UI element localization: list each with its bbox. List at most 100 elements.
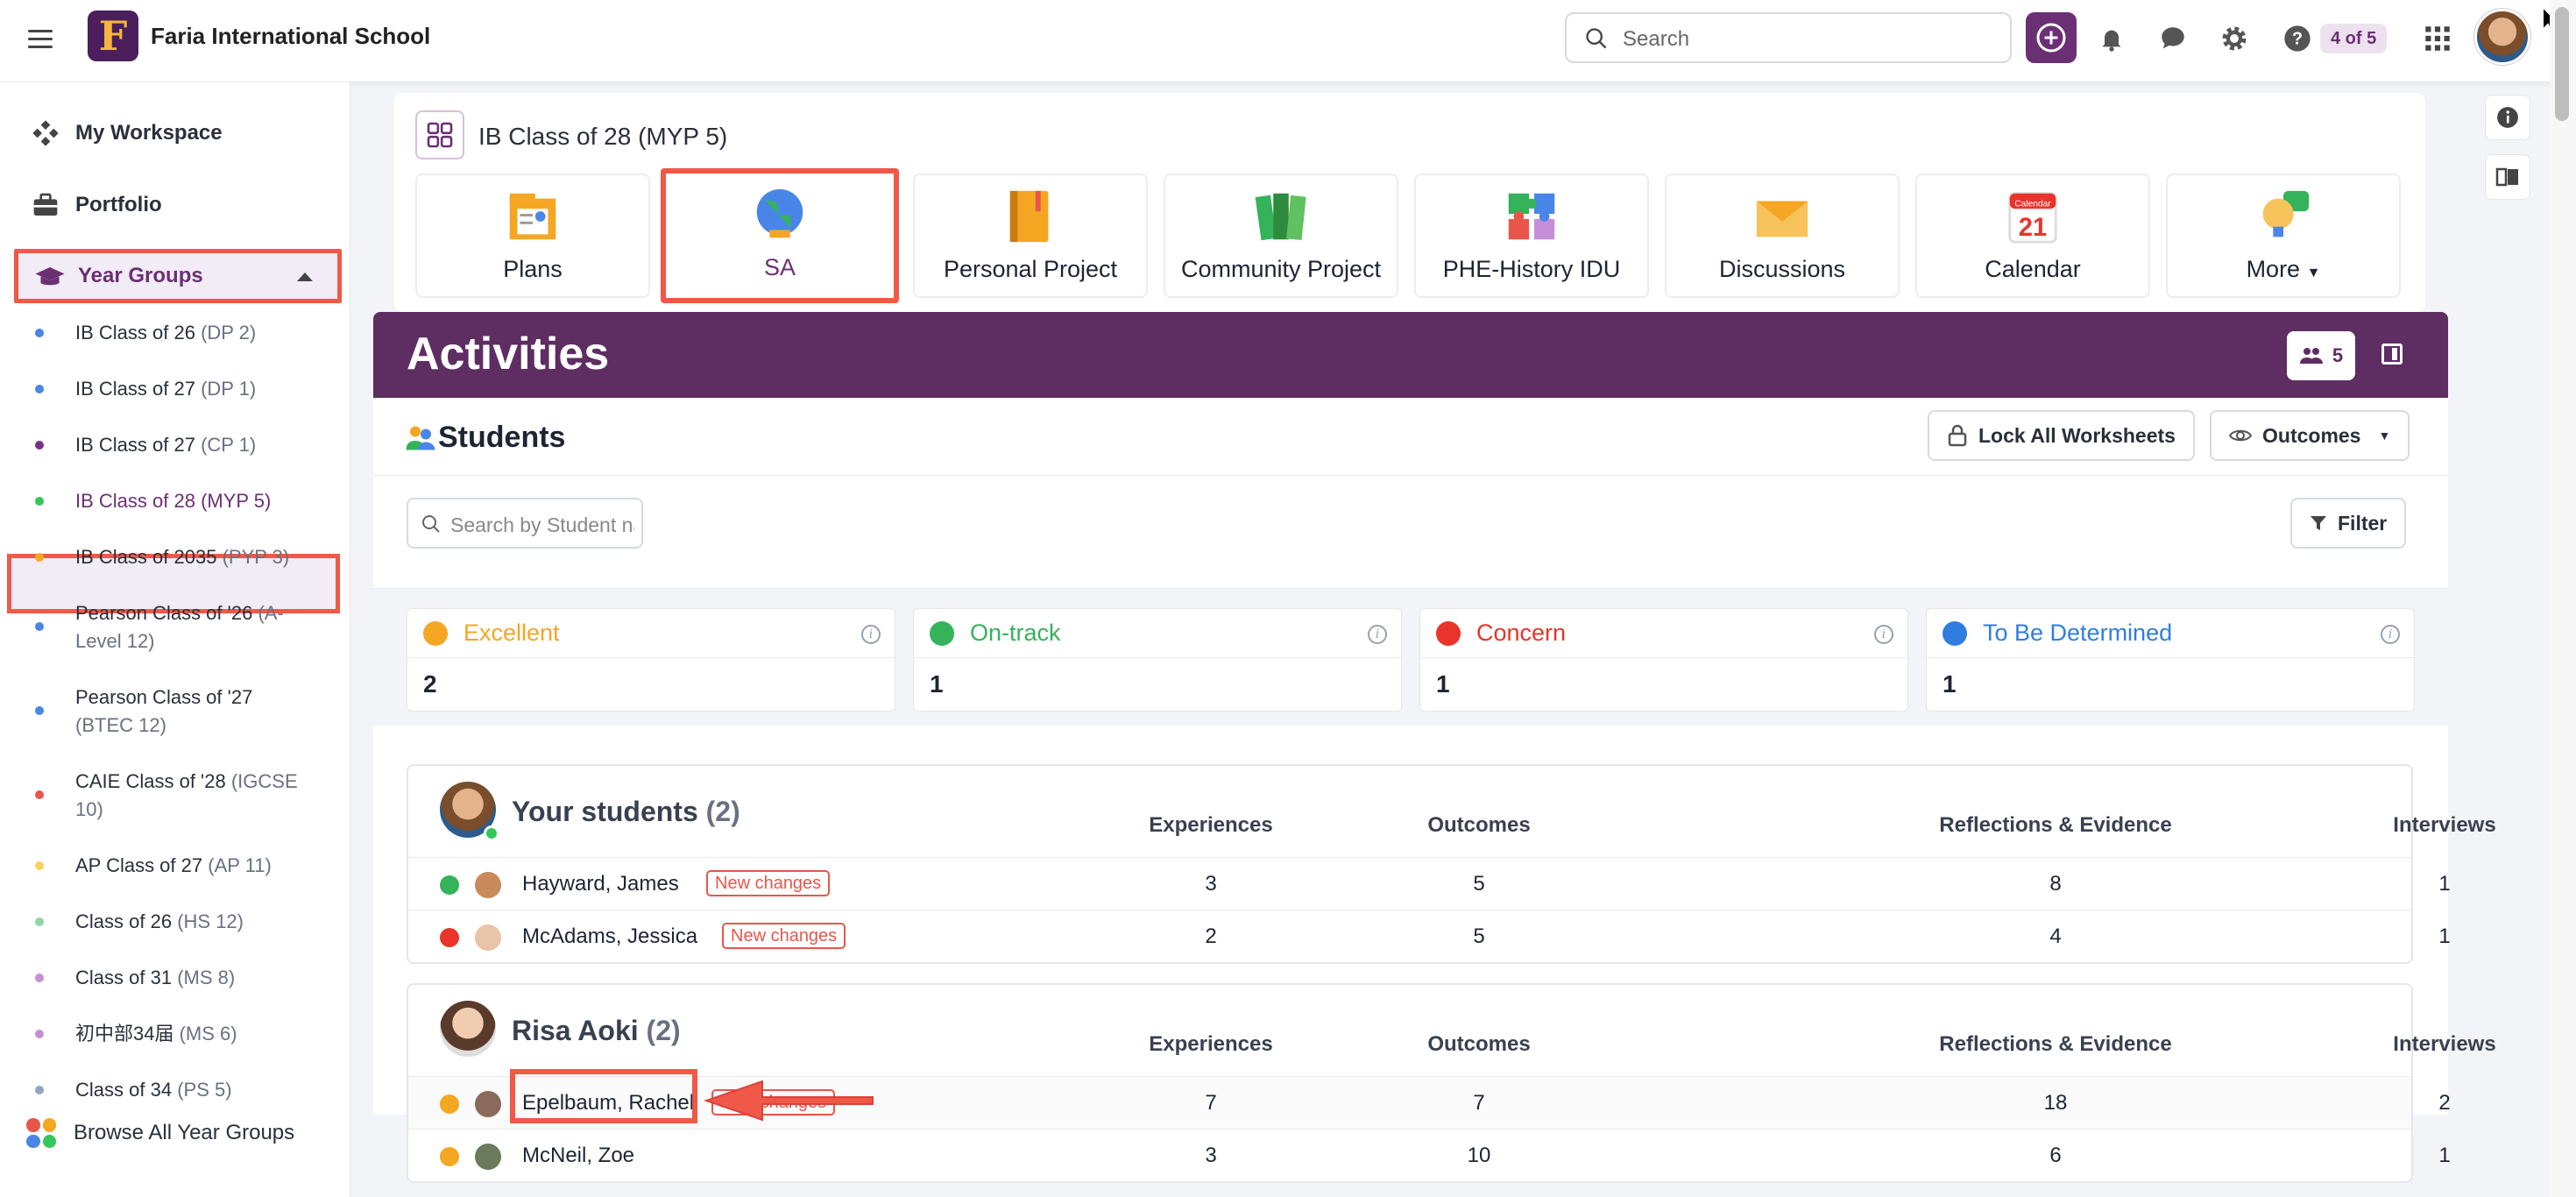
student-name[interactable]: McAdams, Jessica	[522, 924, 698, 948]
stat-label: On-track	[970, 620, 1061, 646]
tile-discussions[interactable]: Discussions	[1665, 174, 1900, 298]
sidebar-item-year-group[interactable]: AP Class of 27 (AP 11)	[35, 852, 333, 880]
globe-icon	[756, 188, 803, 238]
users-icon	[2299, 348, 2323, 364]
school-name[interactable]: Faria International School	[151, 23, 431, 49]
stat-card-on-track[interactable]: On-track i 1	[913, 608, 1402, 712]
student-name[interactable]: Epelbaum, Rachel	[522, 1091, 695, 1115]
sidebar-item-year-group[interactable]: Class of 34 (PS 5)	[35, 1076, 333, 1104]
calendar-icon: Calendar 21	[2008, 192, 2057, 244]
messages-button[interactable]	[2150, 16, 2196, 61]
tile-calendar[interactable]: Calendar 21 Calendar	[1915, 174, 2150, 298]
status-dot	[35, 553, 44, 562]
sidebar-item-year-group[interactable]: IB Class of 27 (DP 1)	[35, 375, 333, 403]
info-icon[interactable]: i	[1874, 625, 1893, 644]
sidebar-item-year-group[interactable]: Class of 31 (MS 8)	[35, 964, 333, 992]
search-icon	[422, 515, 440, 533]
sidebar-item-year-group[interactable]: IB Class of 2035 (PYP 3)	[35, 543, 333, 571]
student-avatar	[475, 872, 501, 898]
stat-card-to-be-determined[interactable]: To Be Determined i 1	[1926, 608, 2415, 712]
search-placeholder: Search	[1623, 27, 1690, 51]
info-icon[interactable]: i	[2381, 625, 2400, 644]
outcomes-count: 7	[1473, 1091, 1485, 1115]
sidebar-item-year-group[interactable]: Pearson Class of '27 (BTEC 12)	[35, 683, 298, 740]
settings-button[interactable]	[2212, 16, 2257, 61]
new-changes-badge: New changes	[722, 923, 846, 949]
info-icon[interactable]: i	[1368, 625, 1387, 644]
table-row[interactable]: McNeil, Zoe 3 10 6 1	[408, 1129, 2451, 1181]
teacher-avatar	[440, 1001, 496, 1057]
sidebar-item-year-group[interactable]: IB Class of 26 (DP 2)	[35, 319, 333, 347]
stat-card-excellent[interactable]: Excellent i 2	[407, 608, 895, 712]
notifications-button[interactable]	[2089, 16, 2134, 61]
school-logo[interactable]: F	[88, 11, 138, 61]
sidebar-item-portfolio[interactable]: Portfolio	[28, 188, 162, 223]
interviews-count: 1	[2438, 1144, 2451, 1167]
outcomes-dropdown[interactable]: Outcomes ▼	[2210, 410, 2410, 461]
page-counter-badge: 4 of 5	[2320, 24, 2388, 53]
tile-community-project[interactable]: Community Project	[1164, 174, 1398, 298]
tile-plans[interactable]: Plans	[415, 174, 650, 298]
page-scrollbar[interactable]	[2550, 0, 2576, 1197]
tile-more[interactable]: More ▼	[2166, 174, 2401, 298]
browse-all-year-groups-link[interactable]: Browse All Year Groups	[26, 1118, 294, 1148]
question-icon: ?	[2284, 25, 2311, 52]
year-groups-toggle[interactable]: Year Groups	[14, 249, 342, 303]
activities-header: Activities 5	[373, 312, 2448, 398]
sidebar-item-year-group[interactable]: 初中部34届 (MS 6)	[35, 1020, 333, 1048]
interviews-count: 2	[2438, 1091, 2451, 1115]
interviews-count: 1	[2438, 872, 2451, 896]
top-bar: F Faria International School Search ? 4 …	[0, 0, 2576, 82]
sidebar-item-my-workspace[interactable]: My Workspace	[28, 116, 223, 151]
year-group-level: (HS 12)	[177, 910, 244, 932]
experiences-count: 3	[1205, 1144, 1217, 1167]
sidebar-item-year-group-selected[interactable]: IB Class of 28 (MYP 5)	[35, 487, 333, 515]
class-grid-icon[interactable]	[415, 110, 464, 159]
tile-sa[interactable]: SA	[661, 168, 899, 303]
guide-button[interactable]	[2485, 154, 2530, 200]
student-groups: Your students (2) Experiences Outcomes R…	[373, 726, 2496, 1183]
table-row[interactable]: McAdams, Jessica New changes 2 5 4 1	[408, 910, 2451, 962]
table-row[interactable]: Hayward, James New changes 3 5 8 1	[408, 857, 2451, 910]
year-group-name: IB Class of 27	[75, 378, 195, 400]
scrollbar-thumb[interactable]	[2555, 7, 2569, 121]
user-avatar[interactable]	[2474, 9, 2530, 65]
students-icon	[406, 426, 435, 450]
concern-flag-icon	[1436, 621, 1461, 646]
lightbulb-icon	[2262, 190, 2310, 237]
sidebar-item-year-group[interactable]: CAIE Class of '28 (IGCSE 10)	[35, 768, 298, 824]
students-title: Students	[438, 421, 566, 454]
book-open-icon	[2495, 167, 2518, 187]
button-label: Filter	[2338, 511, 2388, 535]
members-button[interactable]: 5	[2287, 331, 2355, 380]
lock-all-worksheets-button[interactable]: Lock All Worksheets	[1928, 410, 2195, 461]
info-button[interactable]	[2485, 95, 2530, 140]
stat-card-concern[interactable]: Concern i 1	[1419, 608, 1908, 712]
student-name[interactable]: Hayward, James	[522, 872, 679, 896]
browse-label: Browse All Year Groups	[74, 1121, 295, 1144]
right-rail	[2485, 95, 2530, 214]
tile-personal-project[interactable]: Personal Project	[913, 174, 1148, 298]
year-group-name: AP Class of 27	[75, 854, 203, 876]
add-button[interactable]	[2026, 12, 2077, 63]
side-panel-toggle-icon[interactable]	[2381, 344, 2403, 365]
student-search-input[interactable]: Search by Student name	[407, 498, 643, 549]
year-groups-label: Year Groups	[78, 264, 203, 287]
status-dot	[35, 706, 44, 715]
year-group-name: IB Class of 28	[75, 490, 195, 512]
global-search-input[interactable]: Search	[1565, 12, 2012, 63]
column-header-interviews: Interviews	[2393, 813, 2496, 837]
tile-phe-history-idu[interactable]: PHE-History IDU	[1414, 174, 1649, 298]
help-button[interactable]: ?	[2275, 16, 2320, 61]
sidebar-item-year-group[interactable]: IB Class of 27 (CP 1)	[35, 431, 333, 459]
sidebar-item-year-group[interactable]: Pearson Class of '26 (A-Level 12)	[35, 599, 298, 655]
apps-grid-button[interactable]	[2415, 16, 2460, 61]
sidebar-item-year-group[interactable]: Class of 26 (HS 12)	[35, 908, 333, 936]
graduation-cap-icon	[35, 267, 65, 286]
year-group-level: (MYP 5)	[201, 490, 272, 512]
filter-button[interactable]: Filter	[2290, 498, 2407, 549]
sidebar: My Workspace Portfolio Year Groups IB Cl…	[0, 82, 350, 1197]
student-name[interactable]: McNeil, Zoe	[522, 1144, 635, 1167]
menu-icon[interactable]	[28, 25, 56, 56]
info-icon[interactable]: i	[861, 625, 881, 644]
